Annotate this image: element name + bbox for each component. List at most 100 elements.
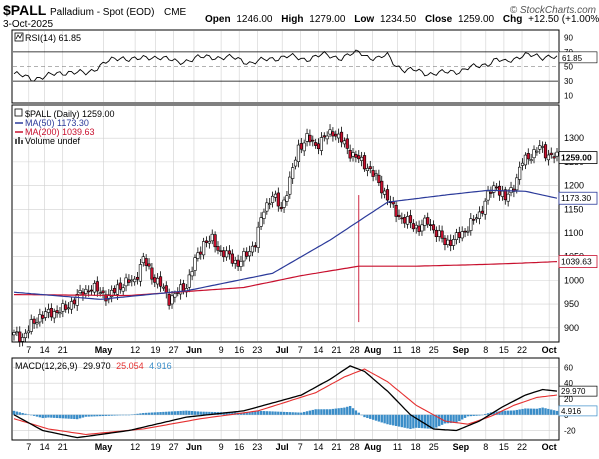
macd-histogram-bar [328, 409, 332, 415]
x-axis-label-bottom: 22 [517, 442, 527, 452]
macd-histogram-bar [153, 412, 156, 415]
macd-histogram-bar [544, 408, 547, 415]
candle-up [423, 217, 427, 226]
candle-down [314, 142, 318, 146]
macd-histogram-bar [107, 414, 111, 416]
macd-histogram-bar [403, 414, 406, 428]
macd-histogram-bar [87, 414, 90, 417]
candle-up [133, 278, 137, 283]
macd-histogram-bar [225, 412, 228, 415]
candle-down [144, 258, 148, 266]
candle-down [543, 144, 548, 159]
candle-down [230, 253, 234, 264]
candle-down [331, 131, 335, 137]
macd-histogram-bar [412, 414, 415, 429]
macd-histogram-bar [196, 411, 200, 415]
macd-histogram-bar [380, 414, 383, 423]
macd-histogram-bar [202, 411, 205, 415]
macd-histogram-bar [409, 414, 412, 429]
volume-legend: Volume undef [25, 136, 81, 146]
chg-label: Chg [503, 14, 522, 25]
price-axis-label: 900 [564, 323, 579, 333]
candle-up [187, 274, 191, 288]
macd-histogram-bar [265, 411, 269, 415]
macd-histogram-bar [98, 414, 102, 417]
candle-down [150, 267, 154, 280]
chg-value: +12.50 (+1.00%) [528, 14, 599, 25]
macd-histogram-bar [55, 414, 59, 419]
candle-up [107, 294, 111, 300]
macd-histogram-bar [515, 409, 518, 415]
macd-histogram-bar [478, 414, 481, 416]
x-axis-label: 21 [331, 345, 341, 355]
rsi-current-tag [558, 51, 598, 64]
macd-histogram-bar [277, 411, 280, 415]
macd-histogram-bar [438, 414, 441, 427]
hist-tag-text: 4.916 [561, 407, 582, 416]
low-value: 1234.50 [380, 14, 417, 25]
x-axis-label: 14 [313, 345, 323, 355]
macd-histogram-bar [360, 414, 363, 416]
open-value: 1246.00 [236, 14, 273, 25]
candle-up [52, 311, 56, 319]
candle-down [403, 217, 407, 224]
candle-down [41, 314, 45, 319]
candle-down [222, 250, 226, 258]
candle-down [371, 170, 375, 177]
x-axis-label: 8 [483, 345, 488, 355]
x-axis-label-bottom: 11 [393, 442, 402, 452]
candle-up [535, 150, 539, 153]
macd-histogram-bar [18, 412, 21, 415]
rsi-legend: RSI(14) 61.85 [14, 32, 81, 43]
candle-up [61, 303, 65, 312]
candle-up [207, 241, 211, 244]
macd-histogram-bar [483, 413, 487, 415]
macd-histogram-bar [44, 414, 47, 418]
macd-histogram-bar [96, 414, 99, 417]
macd-histogram-bar [124, 414, 128, 416]
x-axis-label: Sep [453, 345, 470, 355]
macd-histogram-bar [400, 414, 404, 428]
macd-histogram-bar [170, 411, 174, 415]
macd-histogram-bar [308, 410, 312, 415]
macd-histogram-bar [179, 410, 182, 415]
x-axis-label: 23 [252, 345, 262, 355]
candle-up [509, 187, 513, 193]
macd-histogram-bar [193, 411, 197, 415]
macd-histogram-bar [472, 414, 475, 416]
candle-up [466, 230, 470, 233]
candle-up [555, 151, 559, 157]
macd-histogram-bar [541, 407, 544, 415]
candle-up [469, 218, 473, 231]
candle-down [167, 293, 171, 306]
candle-up [288, 176, 292, 195]
candle-up [121, 287, 125, 292]
macd-histogram-bar [251, 411, 254, 415]
macd-histogram-bar [354, 410, 358, 415]
x-axis-label: 7 [298, 345, 303, 355]
macd-histogram-bar [432, 414, 435, 429]
candle-up [328, 129, 332, 135]
quote-line: Open 1246.00 High 1279.00 Low 1234.50 Cl… [205, 14, 599, 25]
ma50-legend: MA(50) 1173.30 [25, 118, 89, 128]
candle-up [374, 173, 378, 176]
macd-histogram-bar [136, 413, 139, 415]
macd-histogram-bar [15, 411, 19, 415]
candle-up [58, 312, 62, 315]
candle-up [305, 133, 309, 142]
macd-histogram-bar [242, 412, 246, 415]
candle-up [210, 233, 214, 242]
candle-down [153, 277, 157, 283]
macd-histogram-bar [351, 408, 355, 415]
macd-histogram-bar [208, 411, 211, 415]
candle-down [216, 246, 220, 251]
macd-plot [12, 365, 559, 439]
candle-up [360, 156, 364, 161]
macd-histogram-bar [486, 413, 490, 415]
candle-up [38, 314, 42, 323]
candle-up [546, 154, 550, 161]
macd-histogram-bar [81, 414, 85, 418]
macd-histogram-bar [90, 414, 93, 417]
candle-down [357, 155, 361, 160]
x-axis-label: Oct [542, 345, 557, 355]
